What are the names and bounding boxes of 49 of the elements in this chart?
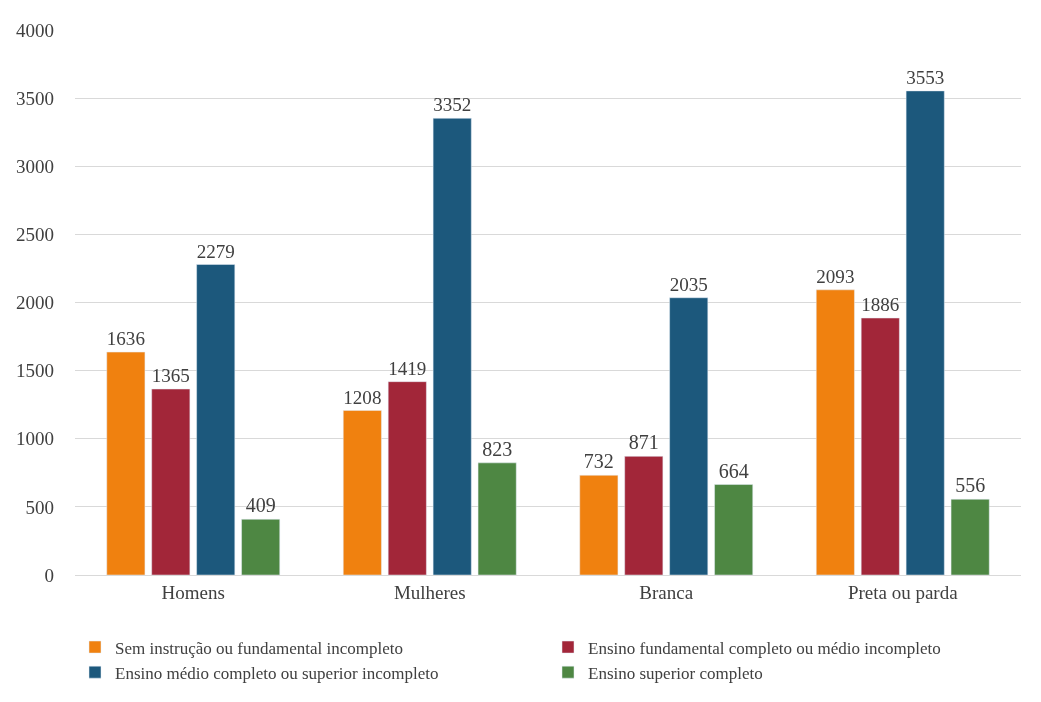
- y-tick-label: 2500: [16, 224, 54, 246]
- x-tick-label: Preta ou parda: [847, 581, 959, 603]
- y-tick-label: 0: [44, 564, 54, 586]
- y-tick-label: 3000: [16, 155, 54, 177]
- y-tick-label: 1500: [16, 360, 54, 382]
- data-label: 664: [718, 459, 749, 482]
- bar: [241, 519, 280, 575]
- legend-label: Ensino fundamental completo ou médio incompleto: [588, 638, 941, 658]
- bar: [151, 388, 191, 575]
- data-label: 2093: [816, 266, 855, 288]
- legend-label: Sem instrução ou fundamental incompleto: [115, 638, 403, 658]
- x-tick-label: Mulheres: [393, 581, 466, 603]
- y-tick-label: 4000: [16, 19, 54, 41]
- x-tick-label: Branca: [639, 581, 694, 603]
- bar: [196, 264, 236, 575]
- bar: [106, 351, 146, 575]
- data-label: 823: [482, 437, 513, 460]
- legend-label: Ensino superior completo: [588, 663, 763, 683]
- data-label: 1419: [388, 357, 427, 379]
- data-label: 732: [583, 450, 614, 473]
- data-label: 409: [245, 494, 276, 517]
- y-tick-label: 500: [25, 496, 54, 518]
- data-label: 556: [955, 474, 986, 497]
- y-tick-label: 2000: [16, 292, 54, 314]
- data-label: 2279: [196, 240, 235, 262]
- bar: [579, 475, 619, 575]
- data-label: 871: [628, 431, 659, 454]
- bar: [714, 484, 753, 575]
- data-label: 3553: [906, 67, 945, 89]
- y-tick-label: 3500: [16, 87, 54, 109]
- bar: [477, 462, 517, 575]
- data-label: 1636: [106, 328, 145, 350]
- x-tick-label: Homens: [161, 581, 225, 603]
- data-label: 1886: [861, 294, 900, 316]
- legend-label: Ensino médio completo ou superior incompleto: [115, 663, 439, 683]
- bar: [669, 297, 709, 575]
- bar: [860, 317, 900, 575]
- bar: [343, 410, 382, 575]
- bar: [905, 90, 945, 575]
- data-label: 3352: [433, 94, 472, 116]
- bar: [816, 289, 855, 575]
- bar: [624, 456, 664, 575]
- y-tick-label: 1000: [16, 428, 54, 450]
- bar: [432, 118, 472, 575]
- data-label: 1365: [151, 365, 190, 387]
- data-label: 2035: [669, 273, 708, 295]
- bar: [950, 499, 990, 575]
- bar: [387, 381, 427, 575]
- data-label: 1208: [343, 386, 382, 408]
